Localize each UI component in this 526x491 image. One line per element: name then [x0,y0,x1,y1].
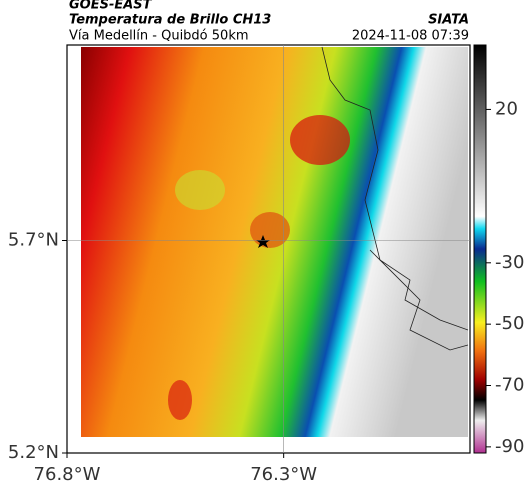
satellite: GOES-EAST [69,0,153,13]
colorbar-tick-label: 20 [495,98,518,119]
y-tick-label: 5.7°N [8,230,59,251]
colorbar-tick-label: -70 [495,375,524,396]
source: SIATA [428,13,469,28]
colorbar-tick-label: -50 [495,313,524,334]
colorbar [473,44,487,454]
title: Temperatura de Brillo CH13 [69,13,271,28]
subtitle: Vía Medellín - Quibdó 50km [69,29,249,44]
colorbar-tick-label: -90 [495,436,524,457]
coastline [321,46,469,331]
warm-area [175,170,225,210]
border [369,249,469,351]
location-star [256,235,270,248]
map-frame [66,44,471,454]
satellite-image [81,46,469,437]
cold-cloud [168,380,192,420]
cold-cloud [290,115,350,165]
y-tick-label: 5.2°N [8,442,59,463]
cold-cloud [250,212,290,248]
x-tick-label: 76.8°W [34,464,101,485]
x-tick-label: 76.3°W [250,464,317,485]
colorbar-tick-label: -30 [495,252,524,273]
datetime: 2024-11-08 07:39 [352,29,469,44]
